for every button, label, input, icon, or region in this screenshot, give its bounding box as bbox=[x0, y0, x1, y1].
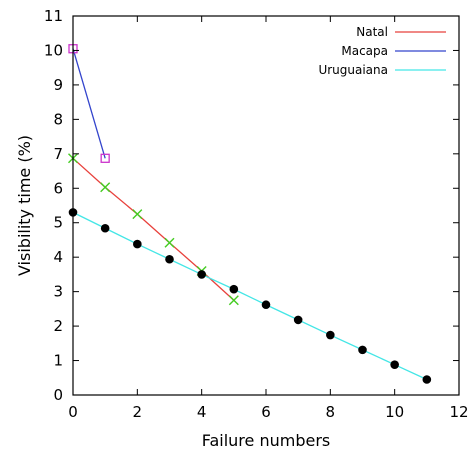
series-natal bbox=[72, 157, 235, 301]
data-point-square-marker bbox=[100, 153, 110, 163]
y-tick-label: 11 bbox=[44, 7, 63, 25]
legend-label: Natal bbox=[356, 25, 388, 39]
data-point-circle-marker bbox=[165, 254, 174, 264]
y-tick-label: 0 bbox=[53, 386, 63, 404]
y-axis-label: Visibility time (%) bbox=[15, 135, 34, 276]
y-tick-label: 7 bbox=[53, 145, 63, 163]
legend-label: Uruguaiana bbox=[318, 63, 388, 77]
data-point-circle-marker bbox=[197, 270, 206, 279]
x-tick-label: 2 bbox=[133, 403, 143, 421]
series-line bbox=[72, 48, 106, 159]
series-uruguaiana bbox=[72, 211, 428, 381]
x-tick-label: 12 bbox=[449, 403, 468, 421]
series-markers-uruguaiana bbox=[68, 208, 432, 384]
marker-stroke bbox=[132, 209, 143, 220]
x-axis-label: Failure numbers bbox=[202, 431, 331, 450]
marker-stroke bbox=[164, 237, 175, 248]
series-layer bbox=[68, 44, 432, 384]
data-point-circle-marker bbox=[358, 345, 367, 355]
x-tick-label: 0 bbox=[68, 403, 78, 421]
data-point-circle-marker bbox=[100, 223, 110, 233]
data-point-x-marker bbox=[164, 237, 175, 248]
data-point-x-marker bbox=[228, 295, 239, 306]
data-point-circle-marker bbox=[261, 300, 271, 310]
series-line bbox=[72, 157, 235, 301]
x-tick-label: 8 bbox=[326, 403, 336, 421]
y-tick-label: 3 bbox=[53, 283, 63, 301]
data-point-circle-marker bbox=[326, 330, 335, 340]
plot-frame bbox=[72, 15, 460, 396]
y-tick-label: 8 bbox=[53, 110, 63, 128]
y-tick-label: 5 bbox=[53, 214, 63, 232]
y-tick-label: 6 bbox=[53, 179, 63, 197]
marker-stroke bbox=[100, 182, 111, 193]
y-tick-label: 10 bbox=[44, 41, 63, 59]
y-tick-label: 4 bbox=[53, 248, 63, 266]
data-point-circle-marker bbox=[422, 375, 432, 384]
data-point-x-marker bbox=[132, 209, 143, 220]
y-tick-label: 2 bbox=[53, 317, 63, 335]
legend-item-macapa: Macapa bbox=[341, 44, 446, 58]
data-point-circle-marker bbox=[390, 360, 399, 369]
data-point-x-marker bbox=[100, 182, 111, 193]
legend: Natal Macapa Uruguaiana bbox=[318, 25, 446, 77]
legend-label: Macapa bbox=[341, 44, 388, 58]
series-macapa bbox=[72, 48, 106, 159]
y-tick-label: 1 bbox=[53, 352, 63, 370]
data-point-circle-marker bbox=[229, 284, 239, 294]
legend-item-uruguaiana: Uruguaiana bbox=[318, 63, 446, 77]
series-line bbox=[72, 211, 428, 381]
data-point-circle-marker bbox=[293, 315, 303, 325]
x-tick-label: 4 bbox=[197, 403, 207, 421]
y-tick-label: 9 bbox=[53, 76, 63, 94]
marker-stroke bbox=[228, 295, 239, 306]
legend-item-natal: Natal bbox=[356, 25, 446, 39]
data-point-circle-marker bbox=[133, 239, 142, 249]
x-tick-label: 6 bbox=[261, 403, 271, 421]
x-tick-label: 10 bbox=[385, 403, 404, 421]
